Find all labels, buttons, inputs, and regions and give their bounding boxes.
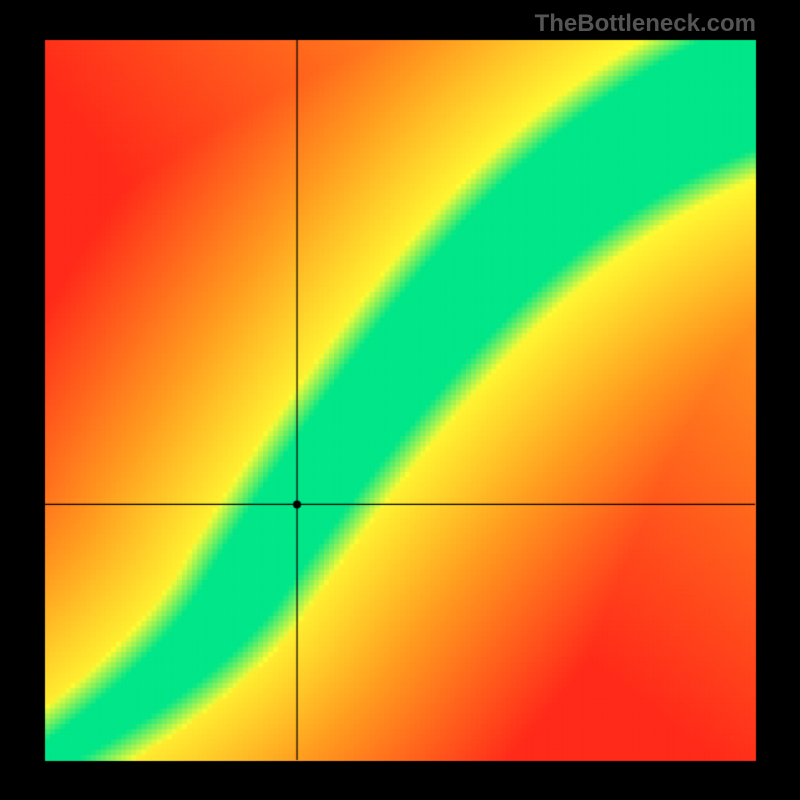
chart-container: TheBottleneck.com — [0, 0, 800, 800]
bottleneck-heatmap — [0, 0, 800, 800]
watermark-text: TheBottleneck.com — [535, 10, 756, 38]
